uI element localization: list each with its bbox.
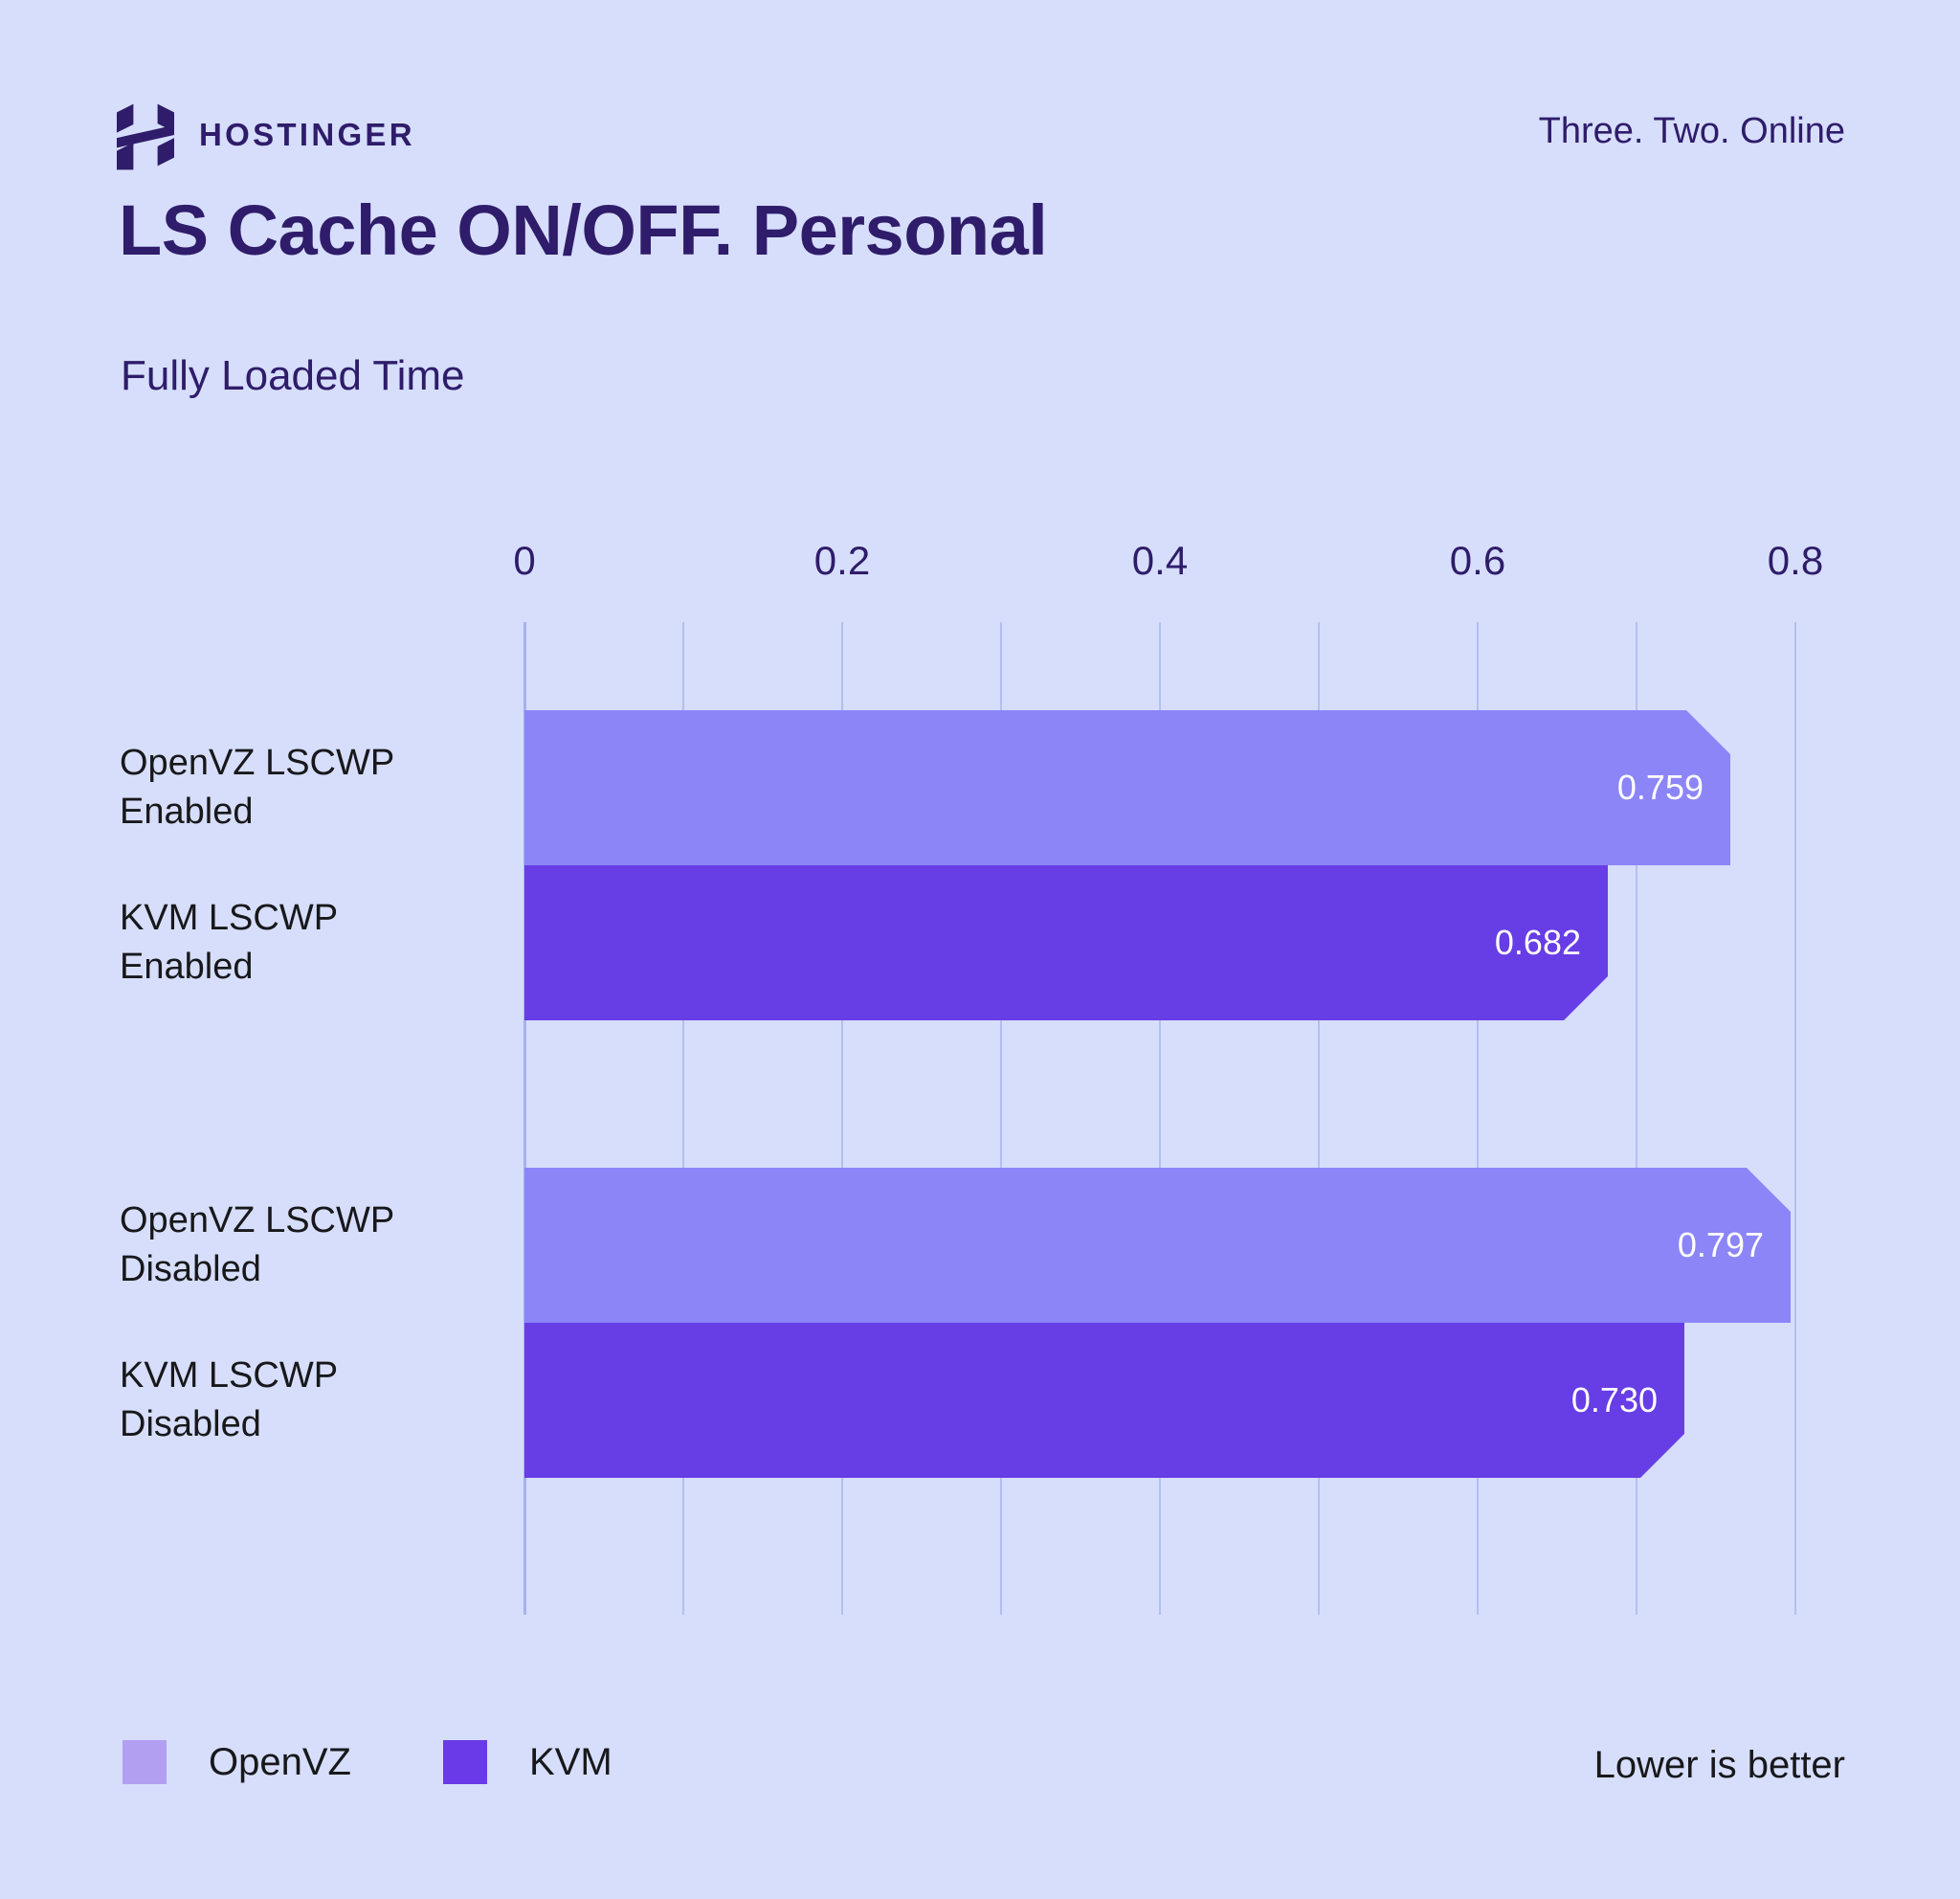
category-label: OpenVZ LSCWP Enabled	[120, 743, 395, 832]
bar-kvm-lscwp-disabled: 0.730	[524, 1323, 1684, 1478]
legend-label-kvm: KVM	[528, 1740, 612, 1783]
legend-swatch-openvz	[122, 1740, 167, 1784]
bar-value-label: 0.682	[1494, 923, 1581, 962]
x-axis-tick-label: 0.4	[1131, 538, 1189, 583]
hostinger-h-icon	[117, 103, 174, 170]
legend-label-openvz: OpenVZ	[209, 1740, 351, 1783]
lower-is-better-note: Lower is better	[1593, 1744, 1845, 1786]
gridline	[1318, 622, 1320, 1615]
x-axis-tick-label: 0.2	[813, 538, 871, 583]
bar-openvz-lscwp-disabled: 0.797	[524, 1168, 1791, 1323]
gridline	[1159, 622, 1161, 1615]
legend-swatch-kvm	[442, 1740, 487, 1784]
bar-value-label: 0.759	[1616, 768, 1704, 807]
brand-tagline: Three. Two. Online	[1538, 111, 1845, 151]
brand-text: HOSTINGER	[199, 117, 415, 152]
gridline	[1477, 622, 1479, 1615]
x-axis-tick-label: 0.8	[1767, 538, 1824, 583]
bar-value-label: 0.730	[1570, 1380, 1658, 1419]
gridline	[1000, 622, 1002, 1615]
legend: OpenVZ KVM	[122, 1740, 612, 1784]
category-label: KVM LSCWP Enabled	[120, 898, 339, 987]
bar-value-label: 0.797	[1677, 1225, 1764, 1264]
category-label: OpenVZ LSCWP Disabled	[120, 1200, 395, 1289]
gridline	[523, 622, 526, 1615]
gridline	[841, 622, 843, 1615]
hostinger-logo: HOSTINGER	[117, 100, 415, 170]
chart-subtitle: Fully Loaded Time	[121, 352, 465, 399]
bar-kvm-lscwp-enabled: 0.682	[524, 865, 1608, 1020]
gridline	[1636, 622, 1637, 1615]
chart-title: LS Cache ON/OFF. Personal	[119, 190, 1048, 270]
category-label: KVM LSCWP Disabled	[120, 1355, 339, 1444]
gridline	[682, 622, 684, 1615]
bar-openvz-lscwp-enabled: 0.759	[524, 710, 1730, 865]
legend-item-kvm: KVM	[442, 1740, 612, 1784]
legend-item-openvz: OpenVZ	[122, 1740, 351, 1784]
x-axis-tick-label: 0.6	[1449, 538, 1506, 583]
x-axis-tick-label: 0	[513, 538, 536, 583]
gridline	[1794, 622, 1796, 1615]
